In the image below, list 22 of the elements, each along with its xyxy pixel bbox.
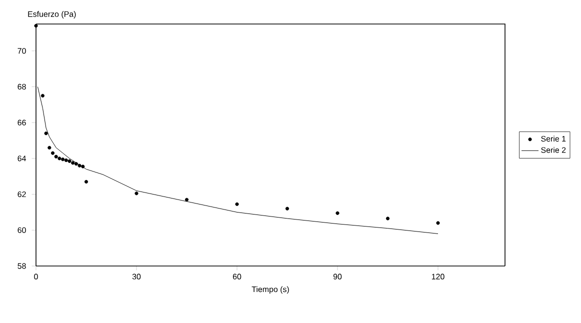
- point: [40, 94, 44, 98]
- point: [78, 164, 82, 168]
- point: [74, 162, 78, 166]
- point: [336, 211, 340, 215]
- point: [54, 154, 58, 158]
- point: [58, 156, 62, 160]
- point: [134, 192, 138, 196]
- point: [436, 221, 440, 225]
- point: [48, 146, 52, 150]
- point: [71, 161, 75, 165]
- point: [81, 164, 85, 168]
- point: [68, 159, 72, 163]
- point: [61, 158, 65, 162]
- point: [64, 158, 68, 162]
- point: [50, 151, 55, 155]
- point: [184, 198, 189, 202]
- point: [235, 202, 239, 206]
- point: [386, 216, 390, 220]
- point: [84, 180, 88, 184]
- point: [44, 132, 48, 136]
- point: [285, 206, 290, 210]
- point: [34, 24, 38, 28]
